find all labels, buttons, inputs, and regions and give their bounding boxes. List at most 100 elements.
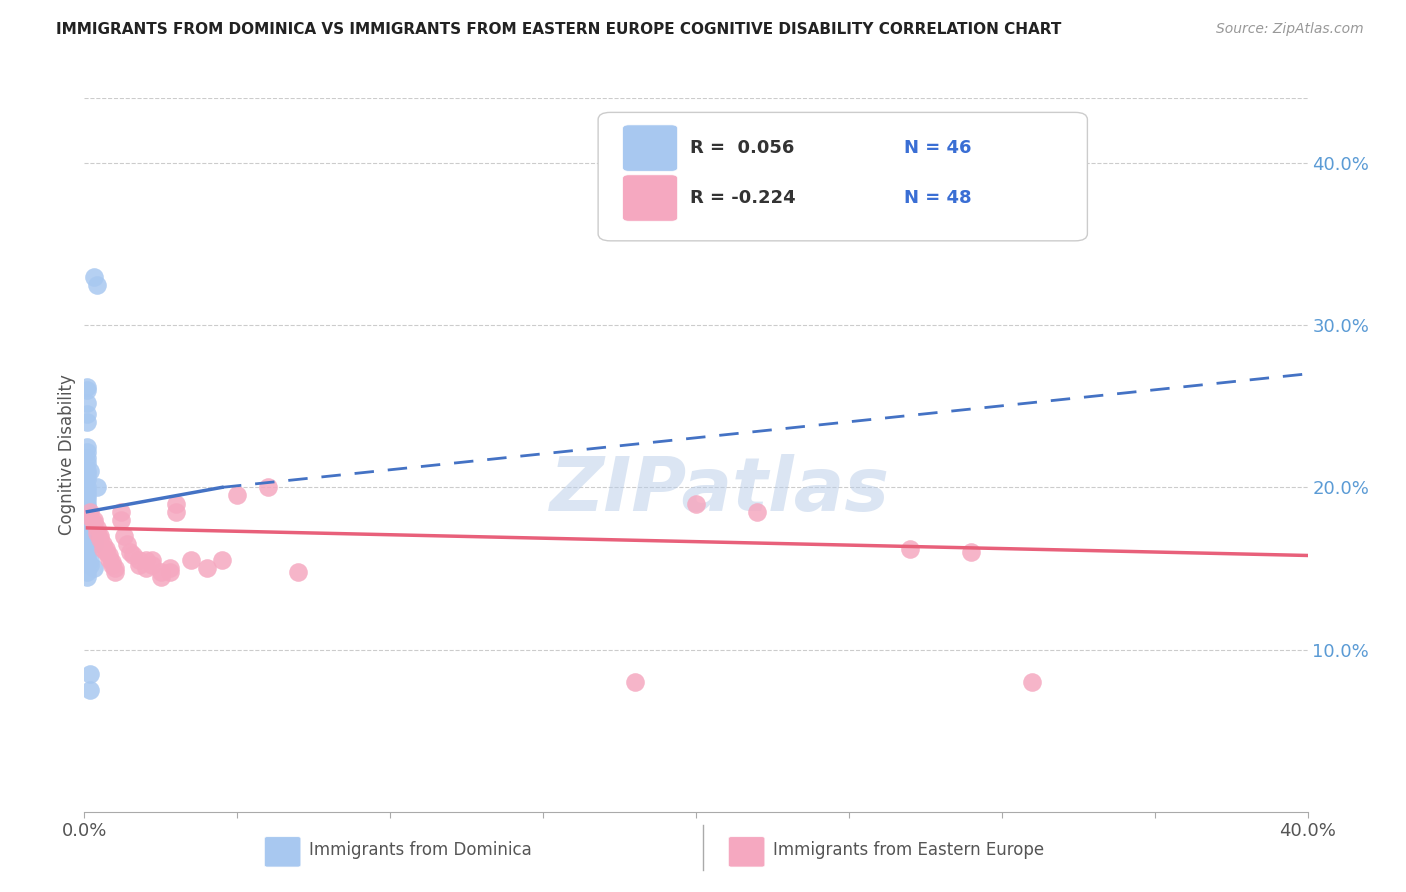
- Point: [79, 529, 101, 543]
- Point: [76, 408, 98, 422]
- Point: [128, 558, 150, 573]
- Point: [79, 521, 101, 535]
- Text: Immigrants from Eastern Europe: Immigrants from Eastern Europe: [773, 841, 1045, 859]
- Point: [149, 569, 172, 583]
- Point: [211, 553, 233, 567]
- Point: [128, 553, 150, 567]
- Point: [226, 488, 249, 502]
- Point: [122, 549, 145, 563]
- Text: Source: ZipAtlas.com: Source: ZipAtlas.com: [1216, 22, 1364, 37]
- Point: [76, 472, 98, 486]
- Point: [165, 497, 187, 511]
- Point: [76, 500, 98, 514]
- Point: [112, 529, 135, 543]
- Text: N = 46: N = 46: [904, 139, 972, 157]
- Point: [79, 516, 101, 530]
- Text: Immigrants from Dominica: Immigrants from Dominica: [309, 841, 531, 859]
- Point: [960, 545, 983, 559]
- Point: [76, 537, 98, 551]
- Text: N = 48: N = 48: [904, 189, 972, 207]
- Point: [76, 383, 98, 397]
- Point: [83, 516, 105, 530]
- Point: [76, 467, 98, 482]
- Point: [79, 505, 101, 519]
- Point: [141, 558, 163, 573]
- Point: [94, 541, 117, 556]
- Y-axis label: Cognitive Disability: Cognitive Disability: [58, 375, 76, 535]
- Point: [76, 497, 98, 511]
- Point: [83, 269, 105, 284]
- Point: [76, 565, 98, 579]
- Point: [86, 525, 108, 540]
- Point: [76, 549, 98, 563]
- Point: [1021, 675, 1043, 690]
- FancyBboxPatch shape: [623, 175, 678, 221]
- Point: [76, 569, 98, 583]
- Point: [83, 533, 105, 547]
- Point: [135, 561, 157, 575]
- Point: [76, 456, 98, 470]
- Point: [76, 516, 98, 530]
- Point: [89, 533, 111, 547]
- Point: [79, 509, 101, 524]
- Text: IMMIGRANTS FROM DOMINICA VS IMMIGRANTS FROM EASTERN EUROPE COGNITIVE DISABILITY : IMMIGRANTS FROM DOMINICA VS IMMIGRANTS F…: [56, 22, 1062, 37]
- Point: [747, 505, 769, 519]
- Point: [159, 565, 181, 579]
- Point: [79, 558, 101, 573]
- Point: [76, 451, 98, 466]
- Point: [257, 480, 280, 494]
- Point: [76, 416, 98, 430]
- Point: [79, 683, 101, 698]
- Point: [110, 505, 132, 519]
- Point: [898, 541, 921, 556]
- Point: [101, 555, 124, 569]
- Point: [76, 396, 98, 410]
- Point: [76, 440, 98, 454]
- Point: [115, 537, 138, 551]
- Point: [76, 480, 98, 494]
- Point: [101, 558, 124, 573]
- Point: [180, 553, 202, 567]
- Point: [120, 545, 142, 559]
- Point: [165, 505, 187, 519]
- Point: [97, 549, 120, 563]
- Point: [86, 521, 108, 535]
- Point: [104, 561, 127, 575]
- Point: [104, 565, 127, 579]
- Point: [89, 529, 111, 543]
- Point: [149, 565, 172, 579]
- Point: [86, 480, 108, 494]
- Point: [76, 464, 98, 478]
- Point: [79, 525, 101, 540]
- Point: [76, 488, 98, 502]
- Point: [76, 516, 98, 530]
- Point: [79, 464, 101, 478]
- Point: [79, 553, 101, 567]
- Point: [76, 513, 98, 527]
- Point: [76, 541, 98, 556]
- FancyBboxPatch shape: [598, 112, 1087, 241]
- Text: ZIPatlas: ZIPatlas: [550, 454, 890, 527]
- Point: [141, 553, 163, 567]
- Point: [86, 277, 108, 292]
- Point: [110, 513, 132, 527]
- Point: [287, 565, 309, 579]
- Point: [76, 553, 98, 567]
- Point: [159, 561, 181, 575]
- Text: R =  0.056: R = 0.056: [690, 139, 794, 157]
- Point: [76, 491, 98, 506]
- Point: [76, 508, 98, 522]
- Point: [76, 505, 98, 519]
- Point: [97, 551, 120, 566]
- Text: R = -0.224: R = -0.224: [690, 189, 796, 207]
- Point: [76, 483, 98, 498]
- Point: [135, 553, 157, 567]
- FancyBboxPatch shape: [623, 125, 678, 171]
- Point: [91, 541, 114, 556]
- Point: [685, 497, 707, 511]
- Point: [79, 666, 101, 681]
- Point: [76, 537, 98, 551]
- Point: [91, 537, 114, 551]
- Point: [195, 561, 218, 575]
- Point: [83, 513, 105, 527]
